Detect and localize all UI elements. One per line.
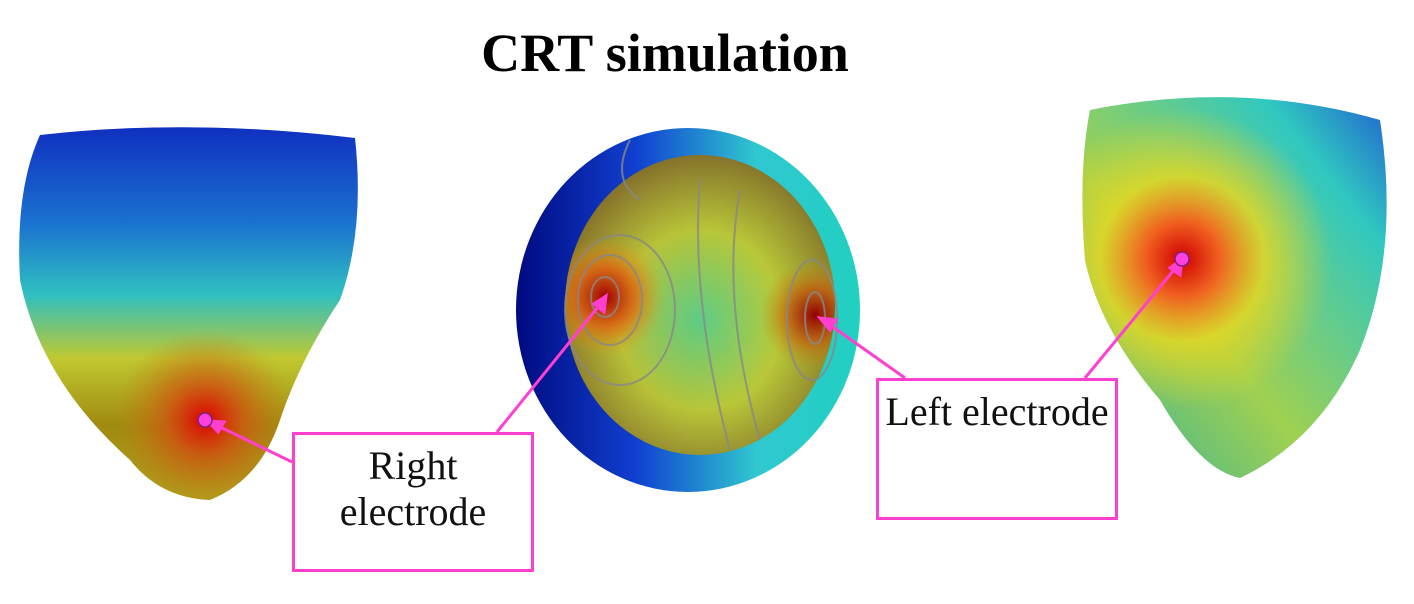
arrowhead-icon bbox=[591, 292, 608, 315]
right-electrode-marker bbox=[197, 412, 213, 428]
right-heart-view bbox=[1082, 97, 1387, 478]
center-heart-view bbox=[516, 128, 860, 492]
arrow-left-electrode-right-view bbox=[1083, 264, 1180, 379]
right-electrode-label: Right electrode bbox=[292, 432, 534, 572]
annotation-arrows bbox=[204, 255, 1184, 464]
arrow-right-electrode-left-view bbox=[213, 422, 293, 464]
arrow-left-electrode-center-view bbox=[825, 320, 906, 380]
arrow-right-electrode-center-view bbox=[495, 301, 604, 433]
arrowhead-icon bbox=[204, 419, 227, 435]
figure-title: CRT simulation bbox=[481, 23, 849, 83]
left-electrode-marker bbox=[1174, 251, 1190, 267]
arrowhead-icon bbox=[816, 316, 839, 333]
left-electrode-label: Left electrode bbox=[876, 378, 1118, 520]
left-heart-view bbox=[19, 127, 358, 501]
